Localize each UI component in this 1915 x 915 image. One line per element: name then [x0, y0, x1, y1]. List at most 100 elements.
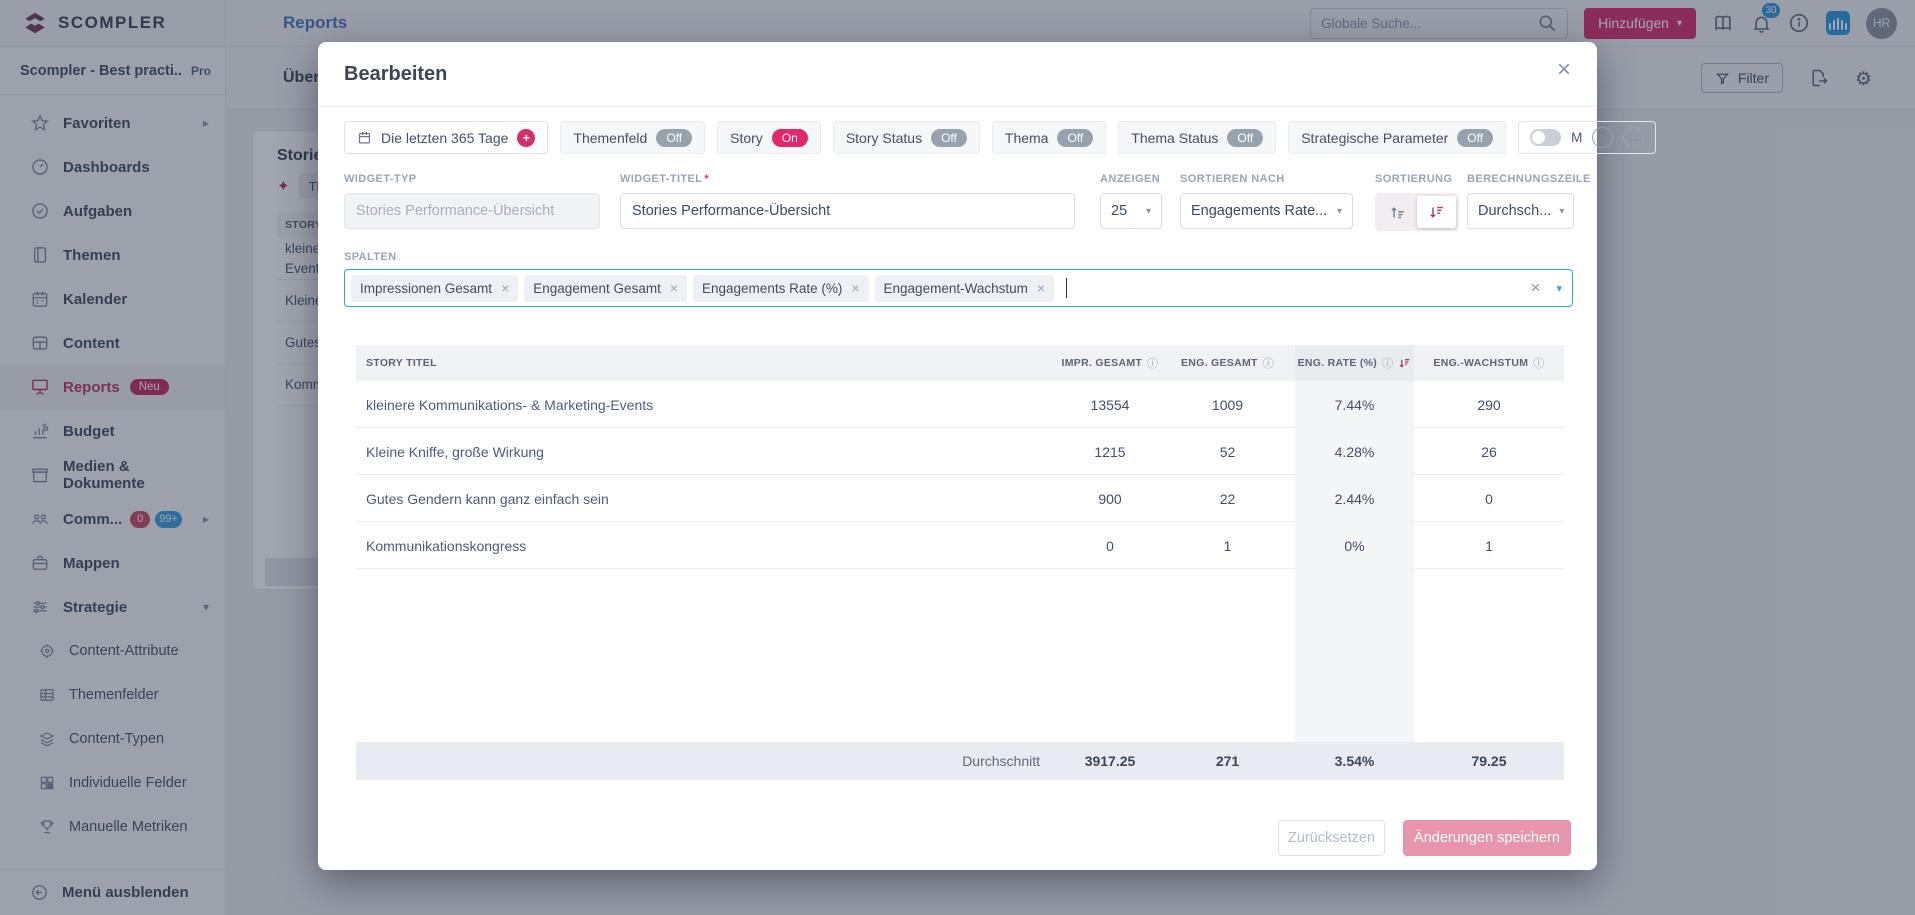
berechnungszeile-select[interactable]: Durchsch... ▾	[1467, 193, 1574, 229]
sidebar-item-label: Manuelle Metriken	[69, 819, 188, 835]
sidebar-item-budget[interactable]: Budget	[0, 409, 225, 453]
thema-chip[interactable]: Thema Off	[991, 121, 1107, 154]
collapse-menu-button[interactable]: Menü ausblenden	[0, 869, 225, 915]
sidebar-item-aufgaben[interactable]: Aufgaben	[0, 189, 225, 233]
info-icon[interactable]	[1788, 12, 1810, 34]
strategische-parameter-chip[interactable]: Strategische Parameter Off	[1288, 121, 1507, 154]
preview-table: STORY TITEL IMPR. GESAMT ⓘ ENG. GESAMT ⓘ E…	[356, 345, 1564, 780]
save-button[interactable]: Änderungen speichern	[1403, 820, 1571, 856]
chevron-down-icon[interactable]: ▾	[1556, 282, 1562, 295]
messenger-icon[interactable]	[1826, 11, 1850, 35]
table-row[interactable]: kleinere Kommunikations- & Marketing-Eve…	[356, 381, 1564, 428]
search-input[interactable]	[1321, 15, 1538, 31]
spalten-multiselect[interactable]: Impressionen Gesamt × Engagement Gesamt × …	[344, 269, 1573, 307]
sidebar-item-favoriten[interactable]: Favoriten ▸	[0, 101, 225, 145]
sidebar-item-label: Medien & Dokumente	[63, 458, 145, 492]
date-range-chip[interactable]: Die letzten 365 Tage +	[344, 121, 549, 154]
remove-tag-icon[interactable]: ×	[1036, 280, 1046, 296]
cell-impressions: 1215	[1094, 443, 1126, 460]
sort-ascending-button[interactable]	[1378, 196, 1417, 228]
info-icon[interactable]: ⓘ	[1382, 358, 1394, 370]
sidebar-item-label: Themenfelder	[69, 687, 159, 703]
story-chip[interactable]: Story On	[717, 121, 821, 154]
remove-tag-icon[interactable]: ×	[851, 280, 860, 296]
sidebar-item-mappen[interactable]: Mappen	[0, 541, 225, 585]
sidebar-item-community[interactable]: Comm... 0 99+ ▸	[0, 497, 225, 541]
notification-count-badge: 30	[1762, 3, 1780, 18]
column-header-impr-gesamt[interactable]: IMPR. GESAMT ⓘ	[1061, 357, 1159, 370]
column-header-eng-gesamt[interactable]: ENG. GESAMT ⓘ	[1180, 357, 1275, 370]
sidebar-item-individuelle-felder[interactable]: Individuelle Felder	[0, 761, 225, 805]
sortieren-nach-select[interactable]: Engagements Rate... ▾	[1180, 193, 1353, 229]
export-icon[interactable]	[1809, 68, 1829, 88]
column-tag[interactable]: Engagements Rate (%) ×	[693, 274, 869, 302]
cell-story-title: Kommunikationskongress	[366, 537, 527, 554]
column-header-eng-wachstum[interactable]: ENG.-WACHSTUM ⓘ	[1433, 357, 1545, 370]
column-tag[interactable]: Engagement-Wachstum ×	[874, 274, 1055, 302]
filter-button[interactable]: Filter	[1700, 63, 1783, 93]
workspace-name: Scompler - Best practi...	[20, 62, 183, 79]
field-widget-typ: WIDGET-TYP	[344, 173, 600, 231]
header-actions: Hinzufügen ▾ 30 HR	[1310, 3, 1915, 39]
info-icon[interactable]: ⓘ	[1262, 358, 1275, 370]
field-sortieren-nach: SORTIEREN NACH Engagements Rate... ▾	[1180, 173, 1353, 231]
close-icon[interactable]: ×	[1556, 56, 1571, 83]
user-avatar[interactable]: HR	[1866, 7, 1897, 39]
table-row[interactable]: Kommunikationskongress 0 1 0% 1	[356, 522, 1564, 569]
sidebar-item-label: Individuelle Felder	[69, 775, 187, 791]
check-circle-icon	[32, 203, 48, 219]
sidebar-item-label: Content-Attribute	[69, 643, 179, 659]
prev-arrow-icon[interactable]: ←	[1592, 127, 1614, 148]
summary-label: Durchschnitt	[962, 753, 1040, 769]
add-button[interactable]: Hinzufügen ▾	[1584, 7, 1696, 39]
global-search[interactable]	[1310, 7, 1569, 39]
story-status-chip[interactable]: Story Status Off	[832, 121, 980, 154]
sidebar-item-content-attribute[interactable]: Content-Attribute	[0, 629, 225, 673]
info-icon[interactable]: ⓘ	[1147, 358, 1159, 370]
trophy-icon	[40, 820, 54, 834]
sidebar-item-kalender[interactable]: Kalender	[0, 277, 225, 321]
chip-state-pill: Off	[1227, 128, 1264, 147]
remove-tag-icon[interactable]: ×	[501, 280, 510, 296]
sidebar-item-themen[interactable]: Themen	[0, 233, 225, 277]
gear-icon[interactable]: ⚙	[1855, 69, 1873, 90]
column-header-story-titel[interactable]: STORY TITEL	[366, 357, 437, 369]
sidebar-item-reports[interactable]: Reports Neu	[0, 365, 225, 409]
workspace-switcher[interactable]: Scompler - Best practi... Pro	[0, 47, 225, 95]
clear-all-icon[interactable]: ×	[1530, 278, 1541, 297]
sliders-icon	[33, 600, 47, 614]
next-arrow-icon[interactable]: →	[1623, 127, 1645, 148]
tag-label: Engagement Gesamt	[533, 280, 661, 296]
cell-story-title: kleinere Kommunikations- & Marketing-Eve…	[366, 396, 654, 413]
info-icon[interactable]: ⓘ	[1533, 358, 1545, 370]
chevron-down-icon: ▾	[1559, 205, 1565, 217]
calendar-icon	[358, 131, 371, 144]
multiselect-controls: × ▾	[1531, 278, 1562, 298]
reset-button[interactable]: Zurücksetzen	[1278, 820, 1385, 856]
sidebar-item-strategie[interactable]: Strategie ▾	[0, 585, 225, 629]
thema-status-chip[interactable]: Thema Status Off	[1118, 121, 1277, 154]
column-header-eng-rate[interactable]: ENG. RATE (%) ⓘ	[1295, 345, 1414, 381]
sort-descending-button[interactable]	[1417, 196, 1456, 228]
guide-icon[interactable]	[1712, 12, 1734, 34]
sidebar-item-content-typen[interactable]: Content-Typen	[0, 717, 225, 761]
sidebar-item-content[interactable]: Content	[0, 321, 225, 365]
column-tag[interactable]: Engagement Gesamt ×	[524, 274, 688, 302]
sidebar-item-label: Strategie	[63, 598, 128, 616]
themenfeld-chip[interactable]: Themenfeld Off	[560, 121, 706, 154]
sidebar-item-manuelle-metriken[interactable]: Manuelle Metriken	[0, 805, 225, 849]
sidebar-item-medien-dokumente[interactable]: Medien & Dokumente	[0, 453, 225, 497]
page-toolbar: Filter ⚙	[1700, 63, 1895, 93]
column-tag[interactable]: Impressionen Gesamt ×	[351, 274, 519, 302]
table-row[interactable]: Kleine Kniffe, große Wirkung 1215 52 4.2…	[356, 428, 1564, 475]
chip-state-pill: Off	[656, 128, 693, 147]
sidebar-item-dashboards[interactable]: Dashboards	[0, 145, 225, 189]
notifications-bell-icon[interactable]: 30	[1750, 3, 1780, 34]
widget-titel-input[interactable]	[620, 193, 1075, 229]
remove-tag-icon[interactable]: ×	[669, 280, 679, 296]
table-row[interactable]: Gutes Gendern kann ganz einfach sein 900…	[356, 475, 1564, 522]
sidebar-item-themenfelder[interactable]: Themenfelder	[0, 673, 225, 717]
mode-toggle-switch[interactable]	[1530, 129, 1562, 146]
anzeigen-select[interactable]: 25 ▾	[1100, 193, 1162, 229]
logo[interactable]: SCOMPLER	[0, 0, 226, 46]
